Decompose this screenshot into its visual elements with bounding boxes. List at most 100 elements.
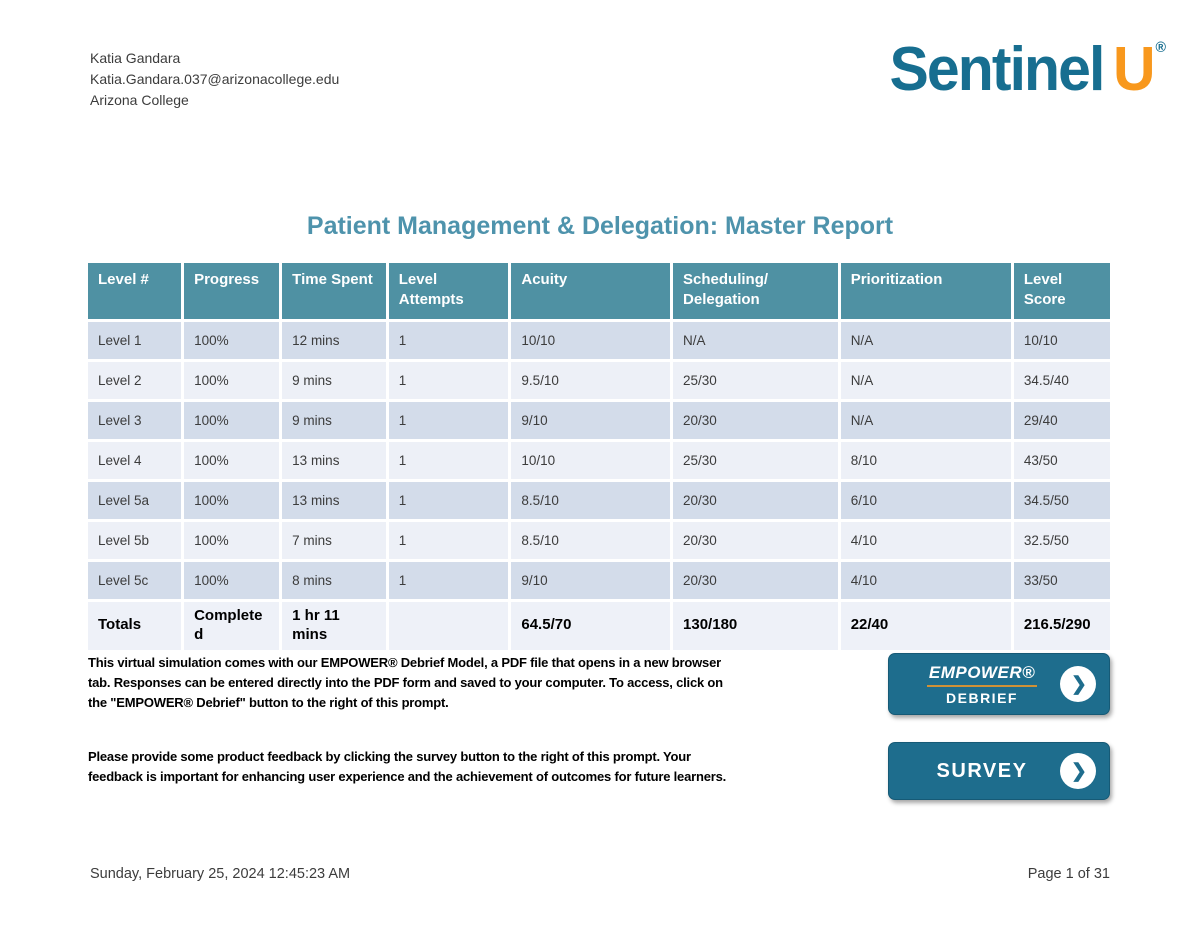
cell-time-spent: 12 mins [282,322,386,359]
col-header-level: Level # [88,263,182,319]
cell-scheduling: 20/30 [673,562,838,599]
sentinel-u-logo: Sentinel U ® [890,34,1166,105]
survey-prompt-text: Please provide some product feedback by … [88,749,727,784]
table-row-level-4: Level 4 100% 13 mins 1 10/10 25/30 8/10 … [88,442,1110,479]
cell-scheduling: 25/30 [673,362,838,399]
empower-prompt-text: This virtual simulation comes with our E… [88,655,723,710]
user-name: Katia Gandara [90,50,181,66]
cell-attempts: 1 [388,362,509,399]
cell-time-spent: 9 mins [282,402,386,439]
prompt-column: This virtual simulation comes with our E… [88,653,743,787]
totals-row: Totals Completed 1 hr 11 mins 64.5/70 13… [88,602,1110,650]
cell-progress: 100% [184,322,280,359]
cell-acuity: 9.5/10 [511,362,671,399]
cell-progress: 100% [184,362,280,399]
cell-attempts: 1 [388,442,509,479]
col-header-level-score: Level Score [1013,263,1110,319]
cell-time-spent: 8 mins [282,562,386,599]
page-title: Patient Management & Delegation: Master … [306,212,894,240]
cell-level-score: 33/50 [1013,562,1110,599]
cell-acuity: 9/10 [511,402,671,439]
cell-time-spent: 13 mins [282,482,386,519]
totals-label: Totals [88,602,182,650]
survey-button-label: SURVEY [936,759,1028,782]
cell-prioritization: N/A [840,322,1011,359]
table-row-level-1: Level 1 100% 12 mins 1 10/10 N/A N/A 10/… [88,322,1110,359]
cell-level: Level 5b [88,522,182,559]
page-number: Page 1 of 31 [1027,866,1110,882]
totals-acuity: 64.5/70 [511,602,671,650]
cell-level-score: 34.5/50 [1013,482,1110,519]
cell-level: Level 5a [88,482,182,519]
cell-level-score: 34.5/40 [1013,362,1110,399]
cell-acuity: 8.5/10 [511,522,671,559]
cell-prioritization: 4/10 [840,522,1011,559]
chevron-right-icon: ❯ [1060,753,1096,789]
cell-level: Level 2 [88,362,182,399]
registered-trademark-icon: ® [1155,39,1166,56]
bottom-section: This virtual simulation comes with our E… [88,653,1112,800]
col-header-scheduling-delegation: Scheduling/ Delegation [673,263,838,319]
empower-button-subtitle: DEBRIEF [946,689,1018,706]
cell-acuity: 8.5/10 [511,482,671,519]
totals-level-score: 216.5/290 [1013,602,1110,650]
cell-scheduling: 20/30 [673,482,838,519]
cell-level-score: 43/50 [1013,442,1110,479]
empower-button-title: EMPOWER® [926,663,1038,687]
cell-attempts: 1 [388,562,509,599]
cell-level: Level 3 [88,402,182,439]
table-row-level-5b: Level 5b 100% 7 mins 1 8.5/10 20/30 4/10… [88,522,1110,559]
user-info-block: Katia Gandara Katia.Gandara.037@arizonac… [90,48,339,111]
cell-time-spent: 9 mins [282,362,386,399]
report-timestamp: Sunday, February 25, 2024 12:45:23 AM [90,866,351,882]
survey-button[interactable]: SURVEY ❯ [888,742,1110,800]
cell-prioritization: 8/10 [840,442,1011,479]
cell-level: Level 1 [88,322,182,359]
logo-text-u: U [1112,35,1156,104]
cell-progress: 100% [184,522,280,559]
cell-prioritization: N/A [840,402,1011,439]
cell-level-score: 10/10 [1013,322,1110,359]
totals-attempts [388,602,509,650]
totals-time-spent: 1 hr 11 mins [282,602,386,650]
cell-level: Level 5c [88,562,182,599]
cell-attempts: 1 [388,402,509,439]
cell-prioritization: N/A [840,362,1011,399]
button-column: EMPOWER® DEBRIEF ❯ SURVEY ❯ [888,653,1112,800]
table-row-level-5a: Level 5a 100% 13 mins 1 8.5/10 20/30 6/1… [88,482,1110,519]
cell-level-score: 32.5/50 [1013,522,1110,559]
cell-scheduling: 20/30 [673,402,838,439]
cell-acuity: 10/10 [511,442,671,479]
cell-attempts: 1 [388,322,509,359]
cell-progress: 100% [184,562,280,599]
page-footer: Sunday, February 25, 2024 12:45:23 AM Pa… [90,866,1110,882]
cell-prioritization: 6/10 [840,482,1011,519]
empower-debrief-button[interactable]: EMPOWER® DEBRIEF ❯ [888,653,1110,715]
totals-progress: Completed [184,602,280,650]
cell-progress: 100% [184,442,280,479]
cell-scheduling: 25/30 [673,442,838,479]
cell-time-spent: 7 mins [282,522,386,559]
col-header-progress: Progress [184,263,280,319]
table-row-level-5c: Level 5c 100% 8 mins 1 9/10 20/30 4/10 3… [88,562,1110,599]
cell-level-score: 29/40 [1013,402,1110,439]
logo-text-sentinel: Sentinel [889,35,1106,104]
cell-scheduling: 20/30 [673,522,838,559]
col-header-time-spent: Time Spent [282,263,386,319]
col-header-level-attempts: Level Attempts [388,263,509,319]
cell-scheduling: N/A [673,322,838,359]
cell-attempts: 1 [388,482,509,519]
cell-level: Level 4 [88,442,182,479]
cell-attempts: 1 [388,522,509,559]
cell-time-spent: 13 mins [282,442,386,479]
table-row-level-3: Level 3 100% 9 mins 1 9/10 20/30 N/A 29/… [88,402,1110,439]
table-header-row: Level # Progress Time Spent Level Attemp… [88,263,1110,319]
user-email: Katia.Gandara.037@arizonacollege.edu [90,71,340,87]
cell-acuity: 10/10 [511,322,671,359]
report-table: Level # Progress Time Spent Level Attemp… [85,260,1113,653]
user-institution: Arizona College [90,92,189,108]
table-row-level-2: Level 2 100% 9 mins 1 9.5/10 25/30 N/A 3… [88,362,1110,399]
col-header-prioritization: Prioritization [840,263,1011,319]
cell-acuity: 9/10 [511,562,671,599]
cell-progress: 100% [184,482,280,519]
